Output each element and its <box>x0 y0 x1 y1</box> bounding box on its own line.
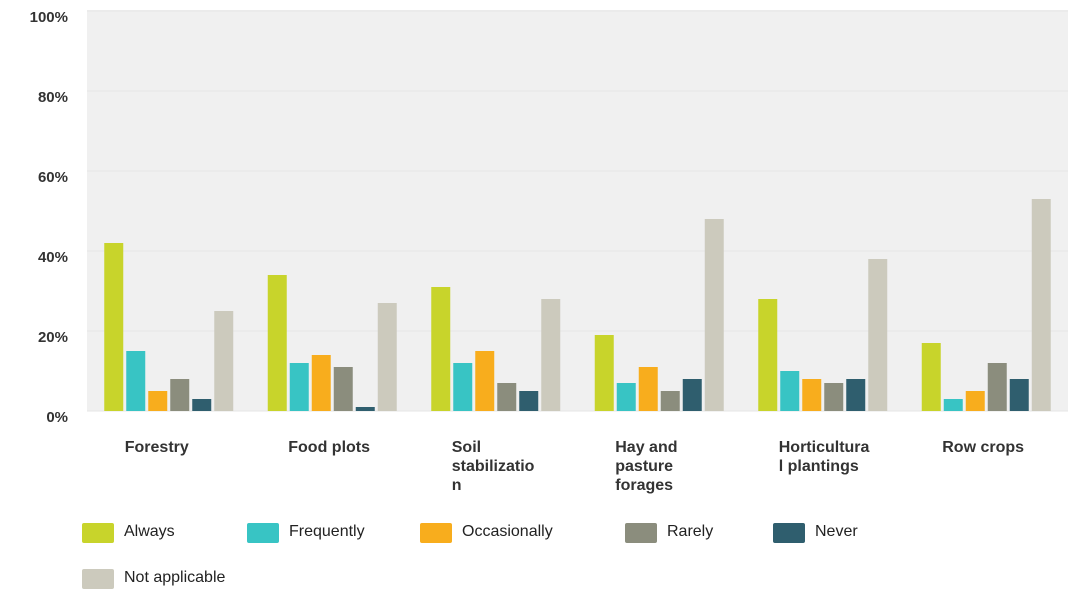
y-tick-label: 40% <box>38 249 68 266</box>
x-tick-label: Forestry <box>124 439 189 456</box>
bar <box>682 379 702 411</box>
bar <box>519 391 539 411</box>
bar <box>541 299 561 411</box>
plot-area <box>87 10 1068 411</box>
bar <box>267 275 287 411</box>
legend-label: Frequently <box>289 523 365 540</box>
x-tick-label: Hay and pasture forages <box>615 439 678 494</box>
bar <box>377 303 397 411</box>
y-tick-label: 0% <box>46 409 68 426</box>
bar <box>170 379 190 411</box>
bar <box>126 351 146 411</box>
x-tick-label: Row crops <box>942 439 1025 456</box>
bar <box>594 335 614 411</box>
bar <box>780 371 800 411</box>
bar <box>943 399 963 411</box>
bar <box>431 287 451 411</box>
y-tick-label: 100% <box>30 9 68 26</box>
bar <box>333 367 353 411</box>
legend-label: Occasionally <box>462 523 553 540</box>
x-tick-label: Food plots <box>288 439 371 456</box>
bar <box>311 355 331 411</box>
bar <box>475 351 495 411</box>
legend-label: Always <box>124 523 175 540</box>
y-tick-label: 60% <box>38 169 68 186</box>
bar <box>497 383 517 411</box>
bar <box>453 363 473 411</box>
legend-label: Never <box>815 523 858 540</box>
bar <box>616 383 636 411</box>
legend-swatch <box>625 523 657 543</box>
y-tick-label: 20% <box>38 329 68 346</box>
legend-swatch <box>420 523 452 543</box>
y-tick-label: 80% <box>38 89 68 106</box>
legend-label: Rarely <box>667 523 714 540</box>
bar <box>704 219 724 411</box>
legend-swatch <box>773 523 805 543</box>
bar <box>104 243 124 411</box>
bar <box>868 259 888 411</box>
legend-swatch <box>82 569 114 589</box>
bar <box>214 311 234 411</box>
bar <box>824 383 844 411</box>
legend-swatch <box>247 523 279 543</box>
bar <box>638 367 658 411</box>
bar <box>758 299 778 411</box>
bar <box>965 391 985 411</box>
legend-swatch <box>82 523 114 543</box>
x-tick-label: Horticultural plantings <box>778 439 870 475</box>
bar <box>802 379 822 411</box>
legend-label: Not applicable <box>124 569 226 586</box>
bar <box>846 379 866 411</box>
bar <box>660 391 680 411</box>
bar <box>289 363 309 411</box>
bar <box>921 343 941 411</box>
bar <box>355 407 375 411</box>
bar <box>1031 199 1051 411</box>
bar <box>1009 379 1029 411</box>
bar <box>987 363 1007 411</box>
bar <box>192 399 212 411</box>
bar <box>148 391 168 411</box>
x-tick-label: Soil stabilization <box>451 439 535 494</box>
